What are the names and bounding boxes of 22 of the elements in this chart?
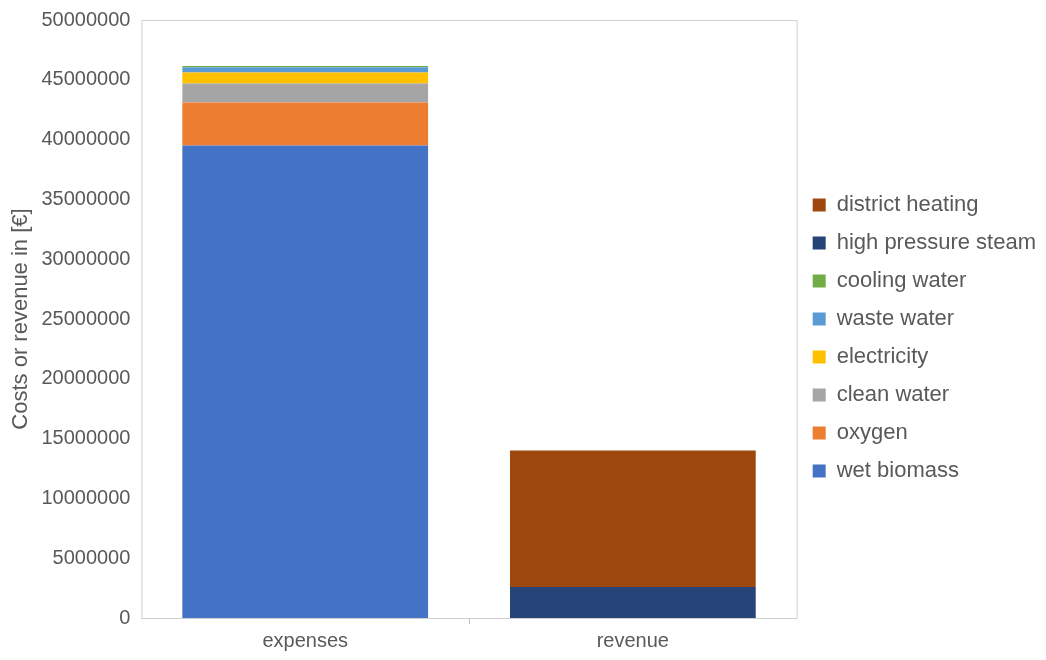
legend-label: clean water xyxy=(836,381,950,407)
y-tick-label: 50000000 xyxy=(41,7,131,30)
legend-label: district heating xyxy=(836,191,979,217)
y-tick-label: 10000000 xyxy=(41,485,131,508)
x-tick-label: revenue xyxy=(596,628,669,651)
y-tick-label: 30000000 xyxy=(41,246,131,269)
y-tick-label: 45000000 xyxy=(41,67,131,90)
y-axis-title: Costs or revenue in [€] xyxy=(7,208,33,430)
y-tick-label: 25000000 xyxy=(41,306,131,329)
y-tick-label: 5000000 xyxy=(52,545,131,568)
legend-label: cooling water xyxy=(836,267,967,293)
legend-label: wet biomass xyxy=(835,457,959,483)
legend-label: oxygen xyxy=(836,419,908,445)
legend-label: high pressure steam xyxy=(836,229,1037,255)
y-tick-label: 35000000 xyxy=(41,186,131,209)
legend-label: electricity xyxy=(836,343,929,369)
x-tick-label: expenses xyxy=(262,628,349,651)
y-tick-label: 20000000 xyxy=(41,366,131,389)
y-tick-label: 15000000 xyxy=(41,426,131,449)
legend-label: waste water xyxy=(835,305,955,331)
y-tick-label: 40000000 xyxy=(41,127,131,150)
y-tick-label: 0 xyxy=(119,605,131,628)
